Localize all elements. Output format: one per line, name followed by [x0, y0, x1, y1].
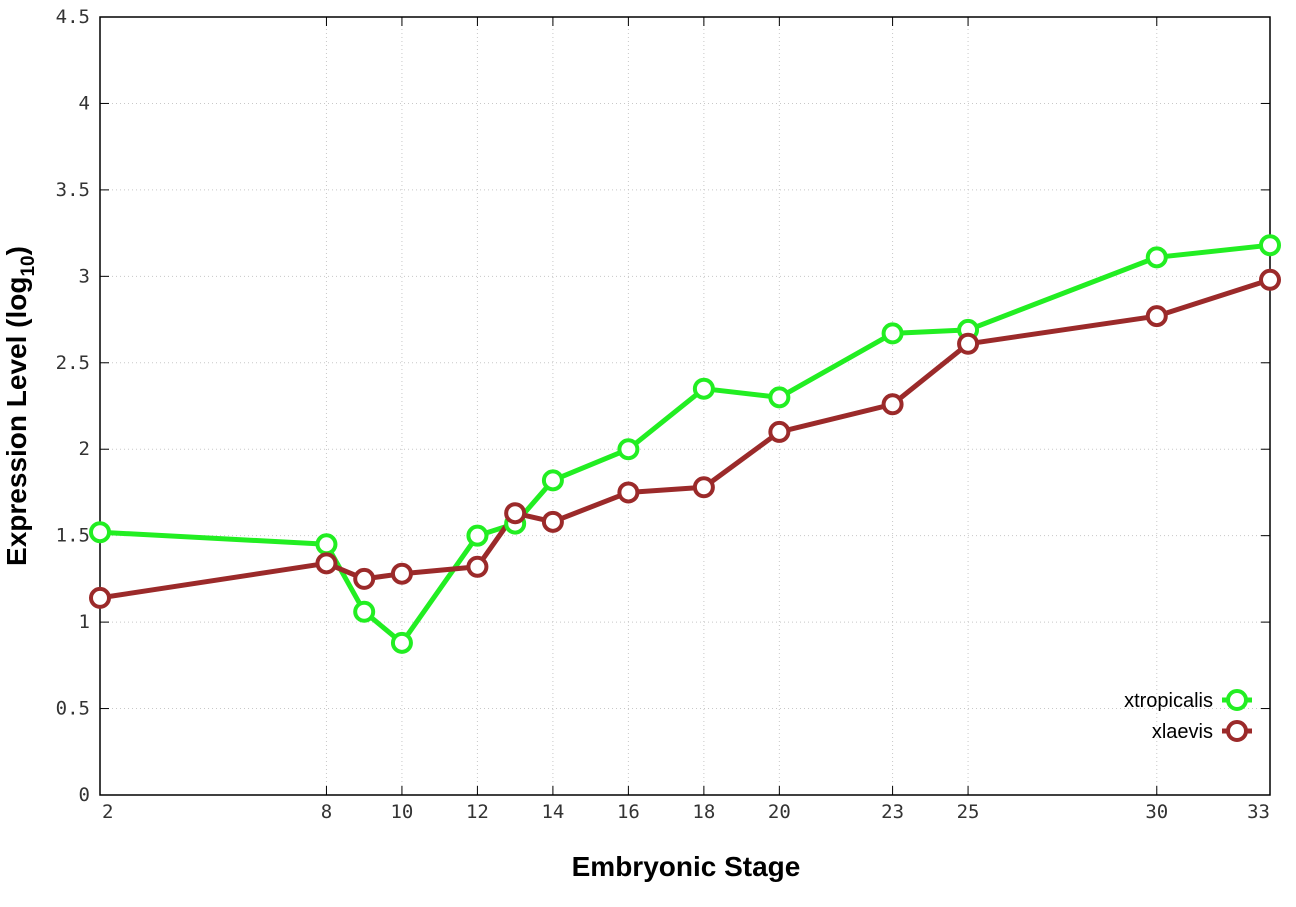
data-point-xlaevis	[768, 420, 791, 443]
data-point-xlaevis	[881, 393, 904, 416]
data-point-xtropicalis	[881, 322, 904, 345]
x-tick-label: 25	[957, 801, 980, 823]
data-point-xlaevis	[315, 552, 338, 575]
x-axis-title: Embryonic Stage	[572, 851, 801, 882]
legend-marker-xtropicalis	[1226, 689, 1248, 711]
y-tick-label: 3.5	[56, 179, 90, 201]
x-tick-label: 12	[466, 801, 489, 823]
legend-marker-xlaevis	[1226, 720, 1248, 742]
y-tick-label: 1	[79, 611, 90, 633]
x-tick-label: 10	[390, 801, 413, 823]
data-point-xtropicalis	[541, 469, 564, 492]
data-point-xtropicalis	[466, 524, 489, 547]
y-axis-title: Expression Level (log10)	[1, 246, 39, 566]
data-point-xlaevis	[504, 502, 527, 525]
data-point-xlaevis	[1145, 305, 1168, 328]
data-point-xtropicalis	[89, 521, 111, 544]
data-point-xtropicalis	[315, 533, 338, 556]
data-point-xtropicalis	[617, 438, 640, 461]
x-tick-label: 14	[541, 801, 564, 823]
plot-frame	[99, 16, 1271, 796]
x-tick-label: 33	[1247, 801, 1270, 823]
y-tick-label: 4.5	[56, 6, 90, 28]
series-line-xlaevis	[97, 277, 1273, 601]
legend-label-xtropicalis: xtropicalis	[1124, 690, 1213, 712]
data-point-xlaevis	[89, 586, 111, 609]
series-line-xtropicalis	[97, 242, 1273, 646]
grid-lines	[100, 17, 1270, 795]
x-tick-label: 2	[102, 801, 113, 823]
x-tick-label: 23	[881, 801, 904, 823]
data-point-xlaevis	[1259, 268, 1281, 291]
y-tick-label: 2	[79, 438, 90, 460]
y-tick-label: 0	[79, 784, 90, 806]
data-point-xtropicalis	[768, 386, 791, 409]
legend-label-xlaevis: xlaevis	[1152, 721, 1213, 743]
data-point-xlaevis	[617, 481, 640, 504]
y-axis-title-close: )	[1, 246, 32, 255]
x-tick-label: 18	[692, 801, 715, 823]
data-point-xtropicalis	[692, 377, 715, 400]
data-point-xlaevis	[957, 332, 980, 355]
y-tick-label: 3	[79, 265, 90, 287]
y-tick-label: 0.5	[56, 698, 90, 720]
data-point-xtropicalis	[353, 600, 376, 623]
data-point-xtropicalis	[1259, 234, 1281, 257]
legend: xtropicalis xlaevis	[1124, 689, 1252, 743]
x-axis-ticks: 2 8 10 12 14 16 18 20 23 25 30 33	[99, 17, 1271, 823]
x-tick-label: 30	[1145, 801, 1168, 823]
x-tick-label: 16	[617, 801, 640, 823]
series-group	[89, 234, 1281, 654]
data-point-xlaevis	[692, 476, 715, 499]
y-axis-title-subscript: 10	[18, 255, 39, 276]
y-tick-label: 2.5	[56, 352, 90, 374]
y-axis-ticks: 0 0.5 1 1.5 2 2.5 3 3.5 4 4.5	[56, 6, 1270, 806]
x-tick-label: 8	[321, 801, 332, 823]
data-point-xtropicalis	[1145, 246, 1168, 269]
data-point-xlaevis	[466, 555, 489, 578]
data-point-xlaevis	[541, 510, 564, 533]
y-tick-label: 4	[79, 92, 90, 114]
data-point-xlaevis	[353, 567, 376, 590]
y-axis-title-main: Expression Level (log	[1, 277, 32, 566]
data-point-xlaevis	[390, 562, 413, 585]
y-tick-label: 1.5	[56, 525, 90, 547]
x-tick-label: 20	[768, 801, 791, 823]
data-point-xtropicalis	[390, 631, 413, 654]
